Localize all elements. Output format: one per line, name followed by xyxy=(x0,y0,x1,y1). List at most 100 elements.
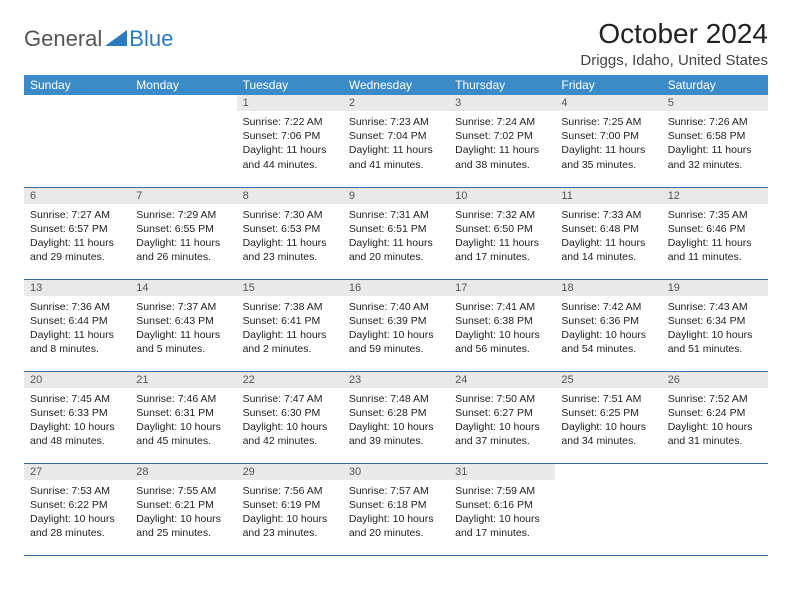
day-content: Sunrise: 7:30 AMSunset: 6:53 PMDaylight:… xyxy=(237,204,343,271)
day-content: Sunrise: 7:42 AMSunset: 6:36 PMDaylight:… xyxy=(555,296,661,363)
sunset-text: Sunset: 6:50 PM xyxy=(455,222,549,236)
day-number: 14 xyxy=(130,280,236,296)
calendar-day-cell: 4Sunrise: 7:25 AMSunset: 7:00 PMDaylight… xyxy=(555,95,661,187)
day-number: 5 xyxy=(662,95,768,111)
calendar-day-cell: 15Sunrise: 7:38 AMSunset: 6:41 PMDayligh… xyxy=(237,279,343,371)
day-content: Sunrise: 7:57 AMSunset: 6:18 PMDaylight:… xyxy=(343,480,449,547)
day-number: 20 xyxy=(24,372,130,388)
calendar-day-cell: 22Sunrise: 7:47 AMSunset: 6:30 PMDayligh… xyxy=(237,371,343,463)
daylight-text: Daylight: 10 hours and 48 minutes. xyxy=(30,420,124,448)
daylight-text: Daylight: 11 hours and 8 minutes. xyxy=(30,328,124,356)
daylight-text: Daylight: 11 hours and 2 minutes. xyxy=(243,328,337,356)
day-number: 3 xyxy=(449,95,555,111)
day-number: 6 xyxy=(24,188,130,204)
sunrise-text: Sunrise: 7:51 AM xyxy=(561,392,655,406)
day-content: Sunrise: 7:53 AMSunset: 6:22 PMDaylight:… xyxy=(24,480,130,547)
sunrise-text: Sunrise: 7:57 AM xyxy=(349,484,443,498)
calendar-week-row: 6 Sunrise: 7:27 AMSunset: 6:57 PM Daylight… xyxy=(24,187,768,279)
logo-text-general: General xyxy=(24,26,102,52)
sunset-text: Sunset: 6:53 PM xyxy=(243,222,337,236)
day-number: 24 xyxy=(449,372,555,388)
daylight-text: Daylight: 10 hours and 45 minutes. xyxy=(136,420,230,448)
calendar-day-cell: 13Sunrise: 7:36 AMSunset: 6:44 PMDayligh… xyxy=(24,279,130,371)
calendar-day-cell: 29Sunrise: 7:56 AMSunset: 6:19 PMDayligh… xyxy=(237,463,343,555)
sunset-text: Sunset: 7:06 PM xyxy=(243,129,337,143)
calendar-day-cell: 20Sunrise: 7:45 AMSunset: 6:33 PMDayligh… xyxy=(24,371,130,463)
sunrise-text: Sunrise: 7:36 AM xyxy=(30,300,124,314)
day-content: Sunrise: 7:56 AMSunset: 6:19 PMDaylight:… xyxy=(237,480,343,547)
calendar-day-cell: 28Sunrise: 7:55 AMSunset: 6:21 PMDayligh… xyxy=(130,463,236,555)
daylight-text: Daylight: 10 hours and 54 minutes. xyxy=(561,328,655,356)
sunrise-text: Sunrise: 7:30 AM xyxy=(243,208,337,222)
day-number: 23 xyxy=(343,372,449,388)
day-content: Sunrise: 7:52 AMSunset: 6:24 PMDaylight:… xyxy=(662,388,768,455)
calendar-day-cell xyxy=(24,95,130,187)
day-number: 22 xyxy=(237,372,343,388)
sunrise-text: Sunrise: 7:53 AM xyxy=(30,484,124,498)
sunset-text: Sunset: 6:46 PM xyxy=(668,222,762,236)
day-header-row: Sunday Monday Tuesday Wednesday Thursday… xyxy=(24,75,768,95)
calendar-day-cell: 27Sunrise: 7:53 AMSunset: 6:22 PMDayligh… xyxy=(24,463,130,555)
daylight-text: Daylight: 11 hours and 20 minutes. xyxy=(349,236,443,264)
day-content: Sunrise: 7:25 AMSunset: 7:00 PMDaylight:… xyxy=(555,111,661,178)
day-content: Sunrise: 7:33 AMSunset: 6:48 PMDaylight:… xyxy=(555,204,661,271)
sunset-text: Sunset: 6:41 PM xyxy=(243,314,337,328)
title-block: October 2024 Driggs, Idaho, United State… xyxy=(580,18,768,69)
day-content: Sunrise: 7:51 AMSunset: 6:25 PMDaylight:… xyxy=(555,388,661,455)
daylight-text: Daylight: 10 hours and 59 minutes. xyxy=(349,328,443,356)
logo-text-blue: Blue xyxy=(129,26,173,52)
daylight-text: Daylight: 11 hours and 23 minutes. xyxy=(243,236,337,264)
calendar-day-cell: 7Sunrise: 7:29 AMSunset: 6:55 PMDaylight… xyxy=(130,187,236,279)
day-content: Sunrise: 7:24 AMSunset: 7:02 PMDaylight:… xyxy=(449,111,555,178)
sunrise-text: Sunrise: 7:27 AM xyxy=(30,208,124,222)
day-content: Sunrise: 7:32 AMSunset: 6:50 PMDaylight:… xyxy=(449,204,555,271)
day-number: 15 xyxy=(237,280,343,296)
calendar-week-row: 27Sunrise: 7:53 AMSunset: 6:22 PMDayligh… xyxy=(24,463,768,555)
day-number: 26 xyxy=(662,372,768,388)
sunset-text: Sunset: 6:58 PM xyxy=(668,129,762,143)
sunrise-text: Sunrise: 7:29 AM xyxy=(136,208,230,222)
sunset-text: Sunset: 6:55 PM xyxy=(136,222,230,236)
day-number: 31 xyxy=(449,464,555,480)
sunrise-text: Sunrise: 7:23 AM xyxy=(349,115,443,129)
sunset-text: Sunset: 6:38 PM xyxy=(455,314,549,328)
day-number: 11 xyxy=(555,188,661,204)
day-header: Tuesday xyxy=(237,75,343,95)
sunset-text: Sunset: 6:16 PM xyxy=(455,498,549,512)
daylight-text: Daylight: 11 hours and 11 minutes. xyxy=(668,236,762,264)
day-content: Sunrise: 7:43 AMSunset: 6:34 PMDaylight:… xyxy=(662,296,768,363)
calendar-day-cell: 30Sunrise: 7:57 AMSunset: 6:18 PMDayligh… xyxy=(343,463,449,555)
sunset-text: Sunset: 6:25 PM xyxy=(561,406,655,420)
day-content: Sunrise: 7:38 AMSunset: 6:41 PMDaylight:… xyxy=(237,296,343,363)
day-header: Monday xyxy=(130,75,236,95)
sunrise-text: Sunrise: 7:40 AM xyxy=(349,300,443,314)
calendar-day-cell: 3Sunrise: 7:24 AMSunset: 7:02 PMDaylight… xyxy=(449,95,555,187)
day-header: Friday xyxy=(555,75,661,95)
day-content: Sunrise: 7:46 AMSunset: 6:31 PMDaylight:… xyxy=(130,388,236,455)
daylight-text: Daylight: 11 hours and 38 minutes. xyxy=(455,143,549,171)
day-content: Sunrise: 7:23 AMSunset: 7:04 PMDaylight:… xyxy=(343,111,449,178)
calendar-day-cell: 11Sunrise: 7:33 AMSunset: 6:48 PMDayligh… xyxy=(555,187,661,279)
day-number: 28 xyxy=(130,464,236,480)
sunset-text: Sunset: 7:00 PM xyxy=(561,129,655,143)
sunrise-text: Sunrise: 7:52 AM xyxy=(668,392,762,406)
daylight-text: Daylight: 11 hours and 26 minutes. xyxy=(136,236,230,264)
sunset-text: Sunset: 6:51 PM xyxy=(349,222,443,236)
calendar-day-cell xyxy=(130,95,236,187)
logo-triangle-icon xyxy=(105,28,127,51)
calendar-day-cell: 19Sunrise: 7:43 AMSunset: 6:34 PMDayligh… xyxy=(662,279,768,371)
sunset-text: Sunset: 6:19 PM xyxy=(243,498,337,512)
sunset-text: Sunset: 6:30 PM xyxy=(243,406,337,420)
sunset-text: Sunset: 6:44 PM xyxy=(30,314,124,328)
day-number: 12 xyxy=(662,188,768,204)
daylight-text: Daylight: 11 hours and 5 minutes. xyxy=(136,328,230,356)
day-number: 19 xyxy=(662,280,768,296)
daylight-text: Daylight: 11 hours and 41 minutes. xyxy=(349,143,443,171)
sunrise-text: Sunrise: 7:31 AM xyxy=(349,208,443,222)
sunset-text: Sunset: 6:57 PM xyxy=(30,222,124,236)
sunrise-text: Sunrise: 7:26 AM xyxy=(668,115,762,129)
sunrise-text: Sunrise: 7:24 AM xyxy=(455,115,549,129)
calendar-day-cell: 31Sunrise: 7:59 AMSunset: 6:16 PMDayligh… xyxy=(449,463,555,555)
calendar-day-cell xyxy=(662,463,768,555)
day-number: 30 xyxy=(343,464,449,480)
